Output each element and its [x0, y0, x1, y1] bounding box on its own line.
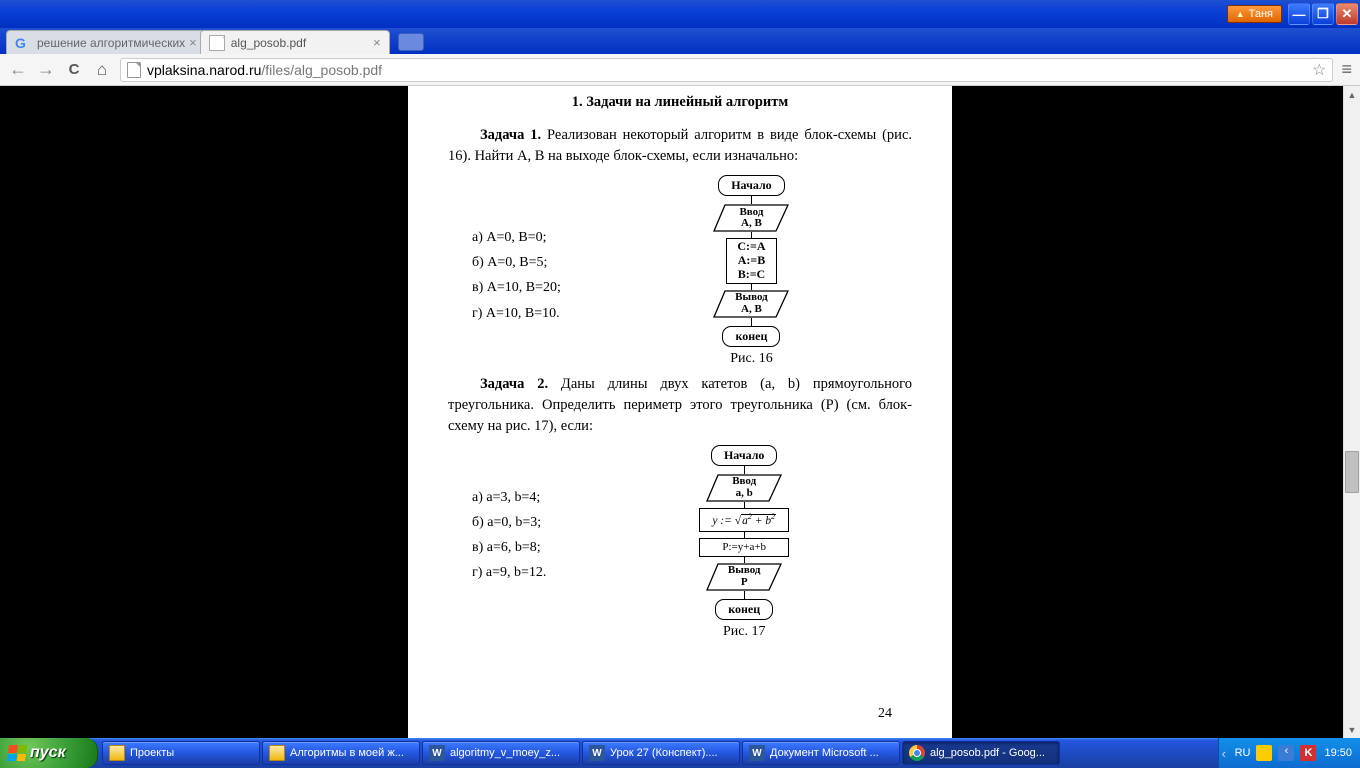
taskbar-item[interactable]: Walgoritmy_v_moey_z...: [422, 741, 580, 765]
browser-toolbar: ← → C ⌂ vplaksina.narod.ru/files/alg_pos…: [0, 54, 1360, 86]
pdf-page: 1. Задачи на линейный алгоритм Задача 1.…: [408, 86, 952, 738]
tray-icon[interactable]: ‹: [1278, 745, 1294, 761]
taskbar-item-label: Алгоритмы в моей ж...: [290, 747, 404, 759]
option: г) a=9, b=12.: [472, 560, 546, 585]
task2-body: а) a=3, b=4; б) a=0, b=3; в) a=6, b=8; г…: [448, 445, 912, 643]
flow-process-p: P:=y+a+b: [699, 538, 789, 557]
figure-16: Начало ВводA, B C:=AA:=BB:=C ВыводA, B к…: [591, 175, 912, 369]
flowchart-16: Начало ВводA, B C:=AA:=BB:=C ВыводA, B к…: [713, 175, 789, 347]
flow-input: Вводa, b: [706, 474, 782, 502]
url-text: vplaksina.narod.ru/files/alg_posob.pdf: [147, 62, 382, 78]
option: в) A=10, B=20;: [472, 275, 561, 300]
tab-close-icon[interactable]: ×: [189, 35, 197, 50]
system-tray: RU ‹ K 19:50: [1218, 738, 1360, 768]
word-icon: W: [429, 745, 445, 761]
flow-start: Начало: [718, 175, 784, 196]
flow-process: C:=AA:=BB:=C: [726, 238, 776, 283]
tray-icon[interactable]: [1256, 745, 1272, 761]
tab-search[interactable]: G решение алгоритмических ×: [6, 30, 206, 54]
flow-process-y: y := √a2 + b2: [699, 508, 789, 532]
close-button[interactable]: ✕: [1336, 3, 1358, 25]
flow-output: ВыводP: [706, 563, 782, 591]
taskbar-item-label: Проекты: [130, 747, 174, 759]
figure-caption: Рис. 17: [723, 622, 766, 642]
flow-end: конец: [722, 326, 780, 347]
figure-17: Начало Вводa, b y := √a2 + b2 P:=y+a+b: [576, 445, 912, 643]
forward-button[interactable]: →: [36, 59, 56, 80]
folder-icon: [109, 745, 125, 761]
taskbar-item-label: alg_posob.pdf - Goog...: [930, 747, 1045, 759]
taskbar-item[interactable]: Проекты: [102, 741, 260, 765]
tab-title: решение алгоритмических: [37, 36, 185, 50]
taskbar-item[interactable]: W Урок 27 (Конспект)....: [582, 741, 740, 765]
tab-close-icon[interactable]: ×: [373, 35, 381, 50]
flow-input: ВводA, B: [713, 204, 789, 232]
option: в) a=6, b=8;: [472, 535, 546, 560]
taskbar-item-label: Урок 27 (Конспект)....: [610, 747, 718, 759]
taskbar-item[interactable]: alg_posob.pdf - Goog...: [902, 741, 1060, 765]
chrome-icon: [909, 745, 925, 761]
word-icon: W: [589, 745, 605, 761]
start-button[interactable]: пуск: [0, 738, 98, 768]
task2-options: а) a=3, b=4; б) a=0, b=3; в) a=6, b=8; г…: [448, 445, 546, 643]
pdf-icon: [209, 35, 225, 51]
section-title: 1. Задачи на линейный алгоритм: [448, 92, 912, 113]
flow-start: Начало: [711, 445, 777, 466]
address-bar[interactable]: vplaksina.narod.ru/files/alg_posob.pdf ☆: [120, 58, 1333, 82]
taskbar-item[interactable]: Алгоритмы в моей ж...: [262, 741, 420, 765]
scroll-thumb[interactable]: [1345, 451, 1359, 493]
flow-output: ВыводA, B: [713, 290, 789, 318]
google-icon: G: [15, 35, 31, 51]
tab-strip: G решение алгоритмических × alg_posob.pd…: [0, 28, 1360, 54]
menu-button[interactable]: ≡: [1341, 59, 1352, 80]
scroll-track[interactable]: [1344, 103, 1360, 721]
windows-taskbar: пуск Проекты Алгоритмы в моей ж... Walgori…: [0, 738, 1360, 768]
folder-icon: [269, 745, 285, 761]
task1-options: а) A=0, B=0; б) A=0, B=5; в) A=10, B=20;…: [448, 175, 561, 369]
user-button[interactable]: Таня: [1227, 5, 1282, 23]
option: б) a=0, b=3;: [472, 510, 546, 535]
maximize-button[interactable]: ❐: [1312, 3, 1334, 25]
reload-button[interactable]: C: [64, 61, 84, 78]
user-label: Таня: [1249, 8, 1273, 20]
figure-caption: Рис. 16: [730, 349, 773, 369]
page-number: 24: [878, 704, 892, 724]
bookmark-icon[interactable]: ☆: [1312, 60, 1326, 80]
flow-end: конец: [715, 599, 773, 620]
content-area: 1. Задачи на линейный алгоритм Задача 1.…: [0, 86, 1360, 738]
kaspersky-icon[interactable]: K: [1300, 745, 1316, 761]
option: а) a=3, b=4;: [472, 485, 546, 510]
taskbar-items: Проекты Алгоритмы в моей ж... Walgoritmy_v…: [98, 738, 1218, 768]
flowchart-17: Начало Вводa, b y := √a2 + b2 P:=y+a+b: [699, 445, 789, 620]
option: б) A=0, B=5;: [472, 250, 561, 275]
windows-logo-icon: [7, 745, 27, 761]
task2-text: Задача 2. Даны длины двух катетов (a, b)…: [448, 374, 912, 437]
scrollbar[interactable]: ▲ ▼: [1343, 86, 1360, 738]
page-icon: [127, 62, 141, 78]
window-titlebar: Таня — ❐ ✕: [0, 0, 1360, 28]
scroll-down-button[interactable]: ▼: [1344, 721, 1360, 738]
word-icon: W: [749, 745, 765, 761]
new-tab-button[interactable]: [398, 33, 424, 51]
task1-body: а) A=0, B=0; б) A=0, B=5; в) A=10, B=20;…: [448, 175, 912, 369]
option: а) A=0, B=0;: [472, 225, 561, 250]
taskbar-item-label: algoritmy_v_moey_z...: [450, 747, 560, 759]
home-button[interactable]: ⌂: [92, 60, 112, 80]
taskbar-item[interactable]: W Документ Microsoft ...: [742, 741, 900, 765]
clock[interactable]: 19:50: [1324, 747, 1352, 759]
lang-indicator[interactable]: RU: [1235, 747, 1251, 759]
option: г) A=10, B=10.: [472, 301, 561, 326]
start-label: пуск: [30, 744, 66, 762]
tab-pdf[interactable]: alg_posob.pdf ×: [200, 30, 390, 54]
tab-title: alg_posob.pdf: [231, 36, 369, 50]
minimize-button[interactable]: —: [1288, 3, 1310, 25]
task1-text: Задача 1. Реализован некоторый алгоритм …: [448, 125, 912, 167]
back-button[interactable]: ←: [8, 59, 28, 80]
scroll-up-button[interactable]: ▲: [1344, 86, 1360, 103]
taskbar-item-label: Документ Microsoft ...: [770, 747, 879, 759]
